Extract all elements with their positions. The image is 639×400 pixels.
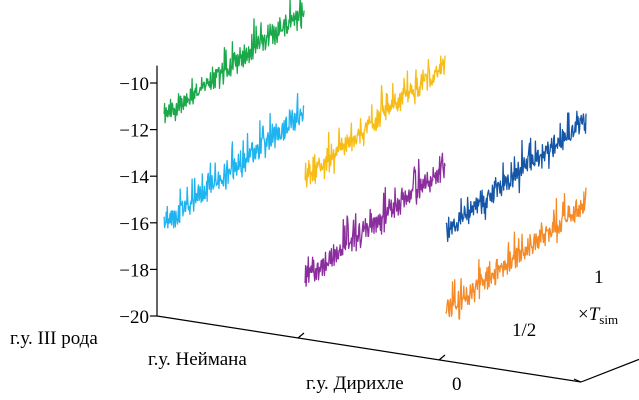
t-axis-title-sub: sim xyxy=(599,312,618,327)
t-tick-label: 1/2 xyxy=(512,320,536,341)
series-line xyxy=(304,152,446,287)
axes: −20 −18 −16 −14 −12 −10 xyxy=(119,65,639,383)
series-layer xyxy=(163,0,587,320)
category-label: г.у. III рода xyxy=(10,328,98,349)
t-tick-label: 0 xyxy=(452,374,462,395)
z-tick-label: −18 xyxy=(119,260,149,281)
z-tick-label: −12 xyxy=(119,121,149,142)
z-tick-label: −14 xyxy=(119,167,149,188)
series-line xyxy=(163,93,305,229)
t-axis-title: ×Tsim xyxy=(578,304,618,327)
series-line xyxy=(304,55,446,188)
category-label: г.у. Дирихле xyxy=(306,373,404,394)
t-axis-line xyxy=(580,358,639,383)
series-line xyxy=(445,110,587,243)
t-tick-label: 1 xyxy=(594,267,604,288)
category-axis-line xyxy=(156,315,582,383)
category-label: г.у. Неймана xyxy=(148,349,247,370)
category-tick-mark xyxy=(297,332,305,339)
labels: г.у. III рода г.у. Неймана г.у. Дирихле 0 1/… xyxy=(10,267,618,395)
z-tick-label: −20 xyxy=(119,307,149,328)
z-tick-label: −10 xyxy=(119,74,149,95)
z-tick-label: −16 xyxy=(119,214,149,235)
category-tick-mark xyxy=(438,354,446,361)
t-axis-title-main: T xyxy=(589,304,601,325)
t-tick-mark xyxy=(573,378,582,383)
series-line xyxy=(163,0,305,124)
t-axis-title-prefix: × xyxy=(578,304,589,325)
series-line xyxy=(445,187,587,320)
